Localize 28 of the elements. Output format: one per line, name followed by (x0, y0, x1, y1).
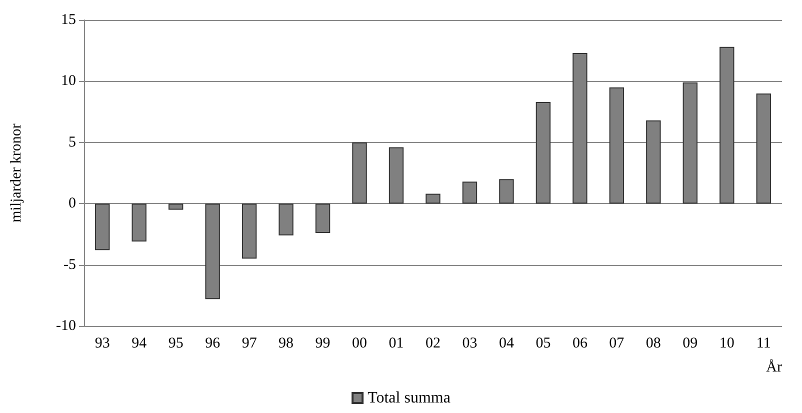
x-tick-label: 09 (682, 336, 698, 352)
x-tick-label: 97 (242, 336, 258, 352)
x-tick-label: 06 (572, 336, 588, 352)
y-tick-label: -10 (56, 318, 76, 334)
y-tick-label: 5 (68, 134, 76, 150)
x-tick-label: 01 (388, 336, 404, 352)
x-tick-label: 03 (462, 336, 478, 352)
x-tick-label: 08 (646, 336, 661, 352)
x-tick-label: 95 (168, 336, 184, 352)
y-tick-label: 0 (68, 196, 76, 212)
y-tick-label: 15 (61, 12, 76, 28)
x-tick-label: 00 (352, 336, 368, 352)
y-tick-label: -5 (64, 256, 76, 273)
x-tick-label: 11 (756, 336, 771, 352)
legend-label: Total summa (368, 390, 450, 406)
x-tick-label: 05 (536, 336, 551, 352)
x-tick-label: 10 (719, 336, 734, 352)
y-axis-title: miljarder kronor (8, 124, 24, 222)
x-tick-label: 96 (205, 336, 221, 352)
x-tick-label: 99 (315, 336, 330, 352)
y-tick-label: 10 (61, 73, 76, 90)
x-axis-title: År (766, 358, 782, 376)
x-tick-label: 93 (94, 336, 110, 352)
x-tick-label: 07 (609, 336, 625, 352)
x-tick-label: 98 (278, 336, 294, 352)
x-tick-label: 02 (426, 336, 440, 352)
x-tick-label: 04 (498, 336, 514, 352)
x-tick-label: 94 (132, 336, 148, 352)
